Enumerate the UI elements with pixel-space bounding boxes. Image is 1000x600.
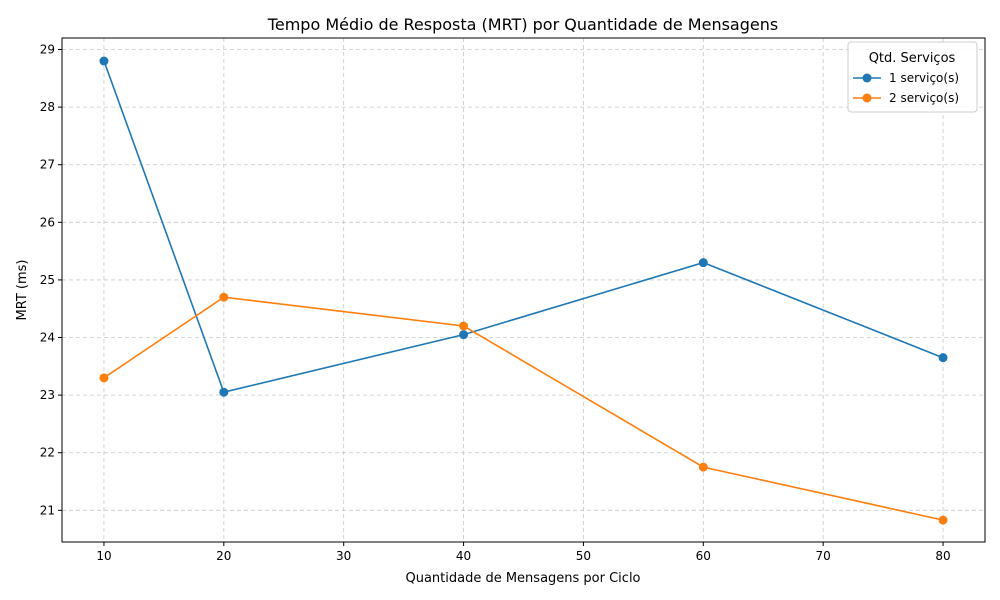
grid (62, 38, 985, 542)
x-tick-label: 60 (696, 549, 711, 563)
y-tick-label: 23 (40, 388, 55, 402)
y-tick-label: 24 (40, 331, 55, 345)
legend-label: 2 serviço(s) (889, 91, 959, 105)
legend: Qtd. Serviços 1 serviço(s) 2 serviço(s) (847, 41, 978, 113)
legend-entry: 2 serviço(s) (853, 91, 959, 105)
series-2 (99, 292, 948, 525)
legend-entry: 1 serviço(s) (853, 71, 959, 85)
x-tick-label: 40 (456, 549, 471, 563)
data-point (99, 373, 109, 383)
data-point (938, 353, 948, 363)
x-tick-label: 30 (336, 549, 351, 563)
data-point (99, 56, 109, 66)
chart-title: Tempo Médio de Resposta (MRT) por Quanti… (267, 15, 778, 34)
y-tick-label: 28 (40, 100, 55, 114)
series-1 (99, 56, 948, 397)
data-point (698, 462, 708, 472)
y-tick-label: 22 (40, 446, 55, 460)
x-tick-label: 80 (935, 549, 950, 563)
y-tick-label: 26 (40, 215, 55, 229)
series-layer (99, 56, 948, 525)
y-tick-label: 25 (40, 273, 55, 287)
series-line (103, 60, 944, 394)
series-line (103, 296, 944, 521)
data-point (219, 387, 229, 397)
data-point (459, 330, 469, 340)
y-tick-label: 21 (40, 503, 55, 517)
data-point (219, 292, 229, 302)
legend-marker (862, 73, 872, 83)
legend-marker (862, 93, 872, 103)
legend-box (847, 41, 978, 113)
x-tick-label: 70 (816, 549, 831, 563)
x-axis-ticks: 10 20 30 40 50 60 70 80 (96, 542, 951, 563)
legend-entries: 1 serviço(s) 2 serviço(s) (853, 71, 959, 105)
y-tick-label: 27 (40, 158, 55, 172)
data-point (459, 321, 469, 331)
y-axis-ticks: 21 22 23 24 25 26 27 28 29 (40, 43, 62, 517)
x-tick-label: 10 (96, 549, 111, 563)
y-tick-label: 29 (40, 43, 55, 57)
plot-frame (61, 37, 986, 543)
data-point (938, 515, 948, 525)
data-point (698, 258, 708, 268)
x-tick-label: 20 (216, 549, 231, 563)
legend-title: Qtd. Serviços (869, 51, 956, 66)
x-tick-label: 50 (576, 549, 591, 563)
x-axis-label: Quantidade de Mensagens por Ciclo (405, 571, 640, 586)
legend-label: 1 serviço(s) (889, 71, 959, 85)
y-axis-label: MRT (ms) (15, 260, 30, 321)
